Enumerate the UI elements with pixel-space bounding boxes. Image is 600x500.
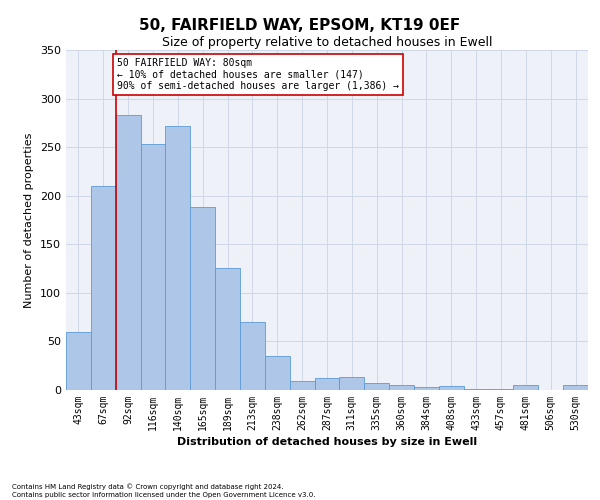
Text: Contains HM Land Registry data © Crown copyright and database right 2024.
Contai: Contains HM Land Registry data © Crown c…: [12, 483, 316, 498]
X-axis label: Distribution of detached houses by size in Ewell: Distribution of detached houses by size …: [177, 437, 477, 447]
Bar: [215, 268, 240, 390]
Bar: [140, 144, 166, 390]
Bar: [265, 356, 290, 390]
Bar: [314, 378, 340, 390]
Text: 50 FAIRFIELD WAY: 80sqm
← 10% of detached houses are smaller (147)
90% of semi-d: 50 FAIRFIELD WAY: 80sqm ← 10% of detache…: [117, 58, 399, 91]
Title: Size of property relative to detached houses in Ewell: Size of property relative to detached ho…: [162, 36, 492, 49]
Bar: [439, 386, 464, 390]
Bar: [66, 332, 91, 390]
Bar: [166, 126, 190, 390]
Bar: [290, 382, 314, 390]
Bar: [91, 186, 116, 390]
Y-axis label: Number of detached properties: Number of detached properties: [25, 132, 34, 308]
Bar: [563, 385, 588, 390]
Bar: [389, 385, 414, 390]
Bar: [240, 322, 265, 390]
Bar: [340, 378, 364, 390]
Text: 50, FAIRFIELD WAY, EPSOM, KT19 0EF: 50, FAIRFIELD WAY, EPSOM, KT19 0EF: [139, 18, 461, 32]
Bar: [190, 208, 215, 390]
Bar: [364, 383, 389, 390]
Bar: [414, 387, 439, 390]
Bar: [116, 115, 140, 390]
Bar: [488, 389, 514, 390]
Bar: [514, 385, 538, 390]
Bar: [464, 389, 488, 390]
